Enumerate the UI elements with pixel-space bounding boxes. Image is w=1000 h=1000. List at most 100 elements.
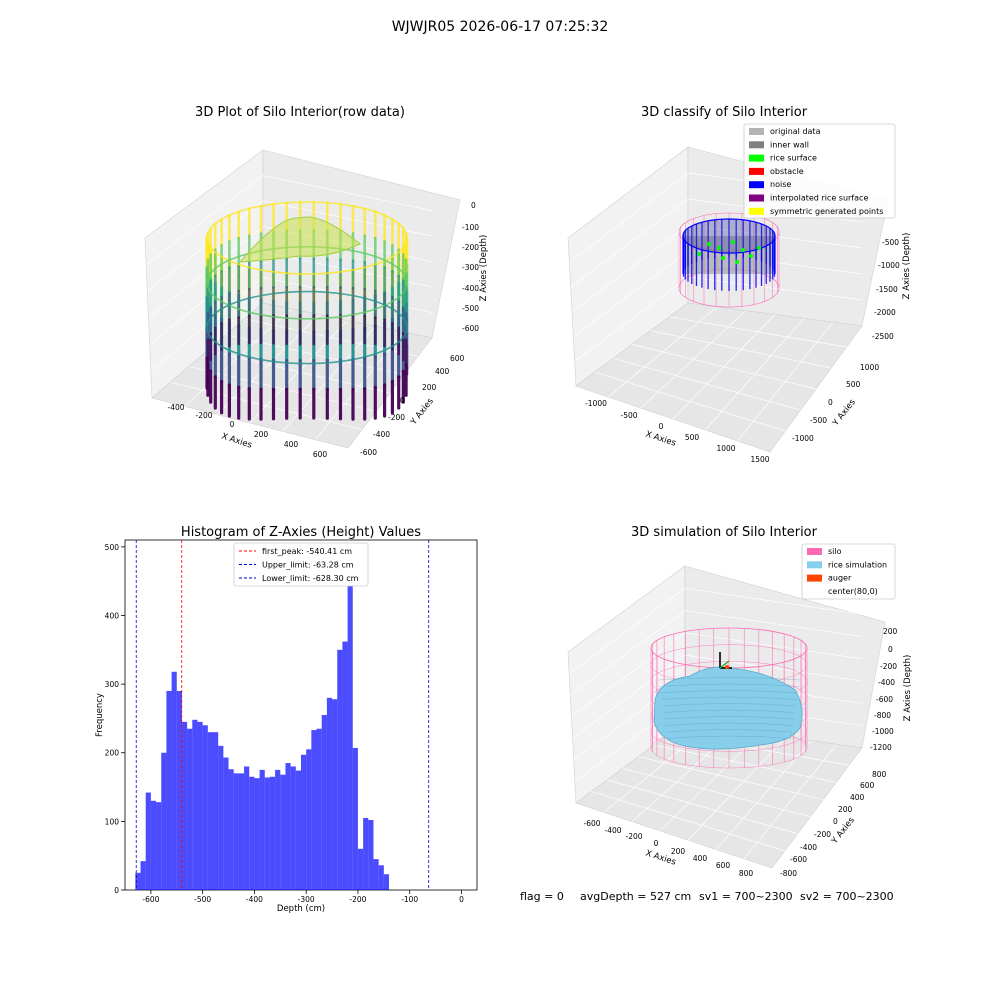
gridline [684, 632, 863, 660]
raw-ytick: 0 [400, 396, 405, 405]
classify-xtick: 1000 [716, 444, 735, 453]
legend-swatch [807, 548, 822, 555]
raw-ytick: -200 [388, 413, 405, 422]
hist-bar [145, 792, 151, 890]
raw-ring [206, 201, 408, 275]
hist-ytick-label: 200 [105, 749, 120, 758]
sim-legend-frame [801, 543, 896, 600]
gridline [147, 200, 264, 292]
raw-xtick: 600 [313, 450, 328, 459]
hist-bar [316, 728, 322, 890]
raw-ylabel: Y Axies [408, 396, 436, 428]
legend-swatch [749, 141, 764, 149]
hist-bar [223, 757, 229, 890]
hist-bar [207, 732, 213, 890]
raw-ztick: -100 [462, 223, 479, 232]
raw-xtick: 0 [230, 420, 235, 429]
classify-rice-surface-point [731, 240, 735, 244]
sim-rice-mesh [663, 716, 795, 720]
raw-ytick: 400 [435, 367, 450, 376]
hist-bar [228, 769, 234, 890]
gridline [684, 610, 863, 637]
hist-xtick-label: -300 [298, 895, 315, 904]
gridline [572, 654, 686, 739]
sim-x-ticks: -600 -400 -200 0 200 400 600 800 [583, 819, 753, 878]
sim-ytick: 200 [838, 805, 853, 814]
hist-bar [269, 776, 276, 890]
hist-xtick-label: -500 [194, 895, 211, 904]
sim-zlabel: Z Axies (Depth) [903, 655, 913, 722]
classify-rice-surface-point [721, 256, 725, 260]
sim-legend-items: silo rice simulation auger center(80,0) [806, 547, 887, 596]
sim-rice-mesh [660, 696, 798, 700]
hist-bar [176, 690, 182, 890]
classify-ytick: 1000 [860, 363, 879, 372]
raw-point-cloud [205, 200, 409, 421]
footer-sv1: sv1 = 700~2300 [699, 890, 793, 903]
classify-legend: original data inner wall rice surface obsta… [743, 123, 896, 219]
classify-xtick: 500 [685, 433, 700, 442]
panel-classify-title: 3D classify of Silo Interior [641, 105, 808, 120]
hist-bar [347, 555, 353, 890]
hist-bar [187, 728, 193, 890]
hist-ytick-label: 100 [105, 817, 120, 826]
sim-rice-mesh [657, 677, 801, 681]
hist-xtick-label: -600 [142, 895, 159, 904]
hist-ytick-label: 300 [105, 680, 120, 689]
sim-surface [650, 627, 808, 769]
gridline [687, 736, 787, 841]
legend-label: interpolated rice surface [770, 194, 868, 203]
classify-zlabel: Z Axies (Depth) [902, 233, 912, 300]
panel-raw: 3D Plot of Silo Interior(row data) -400 … [144, 105, 489, 459]
gridline [591, 791, 785, 852]
gridline [573, 250, 689, 337]
hist-bar [332, 699, 338, 890]
hist-bar [290, 766, 296, 890]
sim-ytick: -600 [790, 855, 807, 864]
sim-xtick: 800 [739, 869, 754, 878]
hist-bar [233, 773, 239, 890]
raw-z-ticks: 0 -100 -200 -300 -400 -500 -600 [462, 201, 479, 333]
sim-ytick: -400 [800, 843, 817, 852]
classify-xtick: 0 [659, 422, 664, 431]
hist-bar [337, 649, 343, 890]
hist-bar [166, 690, 172, 890]
hist-ytick-label: 400 [105, 611, 120, 620]
sim-ytick: 600 [860, 781, 875, 790]
hist-xtick-label: -100 [401, 895, 418, 904]
legend-label: silo [828, 547, 842, 556]
legend-label: inner wall [770, 140, 809, 149]
sim-ytick: 0 [833, 817, 838, 826]
gridline [622, 767, 811, 817]
sim-xtick: 600 [716, 861, 731, 870]
classify-ytick: 500 [846, 380, 861, 389]
sim-ytick: 800 [872, 770, 887, 779]
classify-x-ticks: -1000 -500 0 500 1000 1500 [585, 399, 770, 464]
gridline [607, 779, 798, 835]
hist-bar [368, 820, 374, 890]
gridline [743, 744, 837, 859]
classify-ztick: -1500 [876, 285, 898, 294]
sim-y-ticks: -800 -600 -400 -200 0 200 400 600 800 [780, 770, 887, 878]
hist-bar [156, 802, 162, 890]
classify-ylabel: Y Axies [830, 397, 858, 429]
raw-zlabel: Z Axies (Depth) [479, 235, 489, 302]
footer-sv2: sv2 = 700~2300 [800, 890, 894, 903]
hist-bar [357, 848, 364, 890]
sim-ztick: -1000 [872, 727, 894, 736]
hist-xtick-label: -200 [349, 895, 366, 904]
sim-legend: silo rice simulation auger center(80,0) [801, 543, 896, 600]
gridline [570, 198, 689, 288]
hist-bar [275, 769, 281, 890]
legend-swatch [749, 194, 764, 202]
hist-ytick-label: 0 [114, 886, 119, 895]
hist-bar [383, 874, 389, 890]
panel-classify: 3D classify of Silo Interior -1000 -500 … [567, 105, 912, 464]
hist-legend-frame [233, 542, 369, 587]
status-footer: flag = 0 avgDepth = 527 cm sv1 = 700~230… [520, 890, 894, 903]
legend-swatch [749, 167, 764, 175]
legend-label: rice surface [770, 154, 817, 163]
legend-label: symmetric generated points [770, 207, 883, 216]
legend-swatch [807, 574, 822, 582]
legend-label: original data [770, 127, 821, 136]
